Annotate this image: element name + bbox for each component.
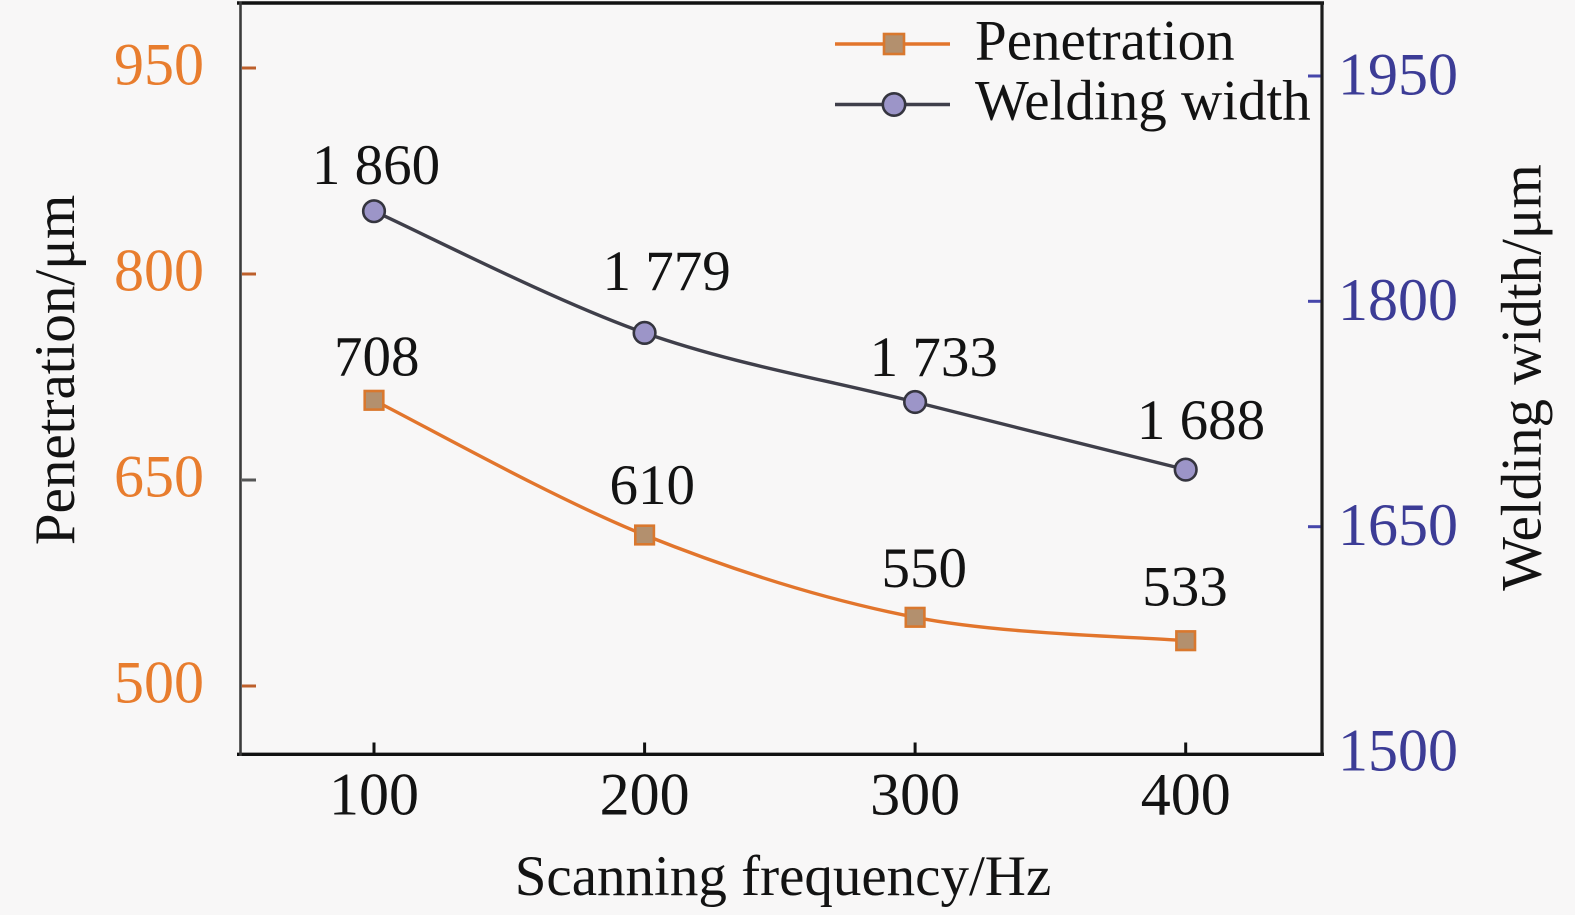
svg-text:550: 550 <box>881 537 967 600</box>
svg-text:708: 708 <box>334 326 420 389</box>
svg-text:533: 533 <box>1142 556 1228 619</box>
svg-text:Penetration/μm: Penetration/μm <box>24 195 87 545</box>
svg-text:400: 400 <box>1141 762 1231 828</box>
svg-text:300: 300 <box>870 762 960 828</box>
svg-text:100: 100 <box>329 762 419 828</box>
svg-text:1 688: 1 688 <box>1137 389 1265 452</box>
svg-text:1 779: 1 779 <box>602 240 730 303</box>
svg-text:1 860: 1 860 <box>312 134 440 197</box>
svg-text:500: 500 <box>114 650 204 716</box>
svg-text:1500: 1500 <box>1338 718 1458 784</box>
svg-text:Welding width: Welding width <box>975 70 1311 133</box>
svg-text:1650: 1650 <box>1338 492 1458 558</box>
svg-text:1800: 1800 <box>1338 267 1458 333</box>
svg-text:650: 650 <box>114 444 204 510</box>
svg-text:200: 200 <box>600 762 690 828</box>
svg-text:800: 800 <box>114 238 204 304</box>
svg-text:Scanning frequency/Hz: Scanning frequency/Hz <box>515 845 1052 908</box>
svg-text:Penetration: Penetration <box>975 10 1235 73</box>
svg-text:950: 950 <box>114 32 204 98</box>
svg-text:Welding width/μm: Welding width/μm <box>1491 164 1554 591</box>
svg-text:1950: 1950 <box>1338 42 1458 108</box>
svg-text:610: 610 <box>609 454 695 517</box>
svg-text:1 733: 1 733 <box>870 326 998 389</box>
